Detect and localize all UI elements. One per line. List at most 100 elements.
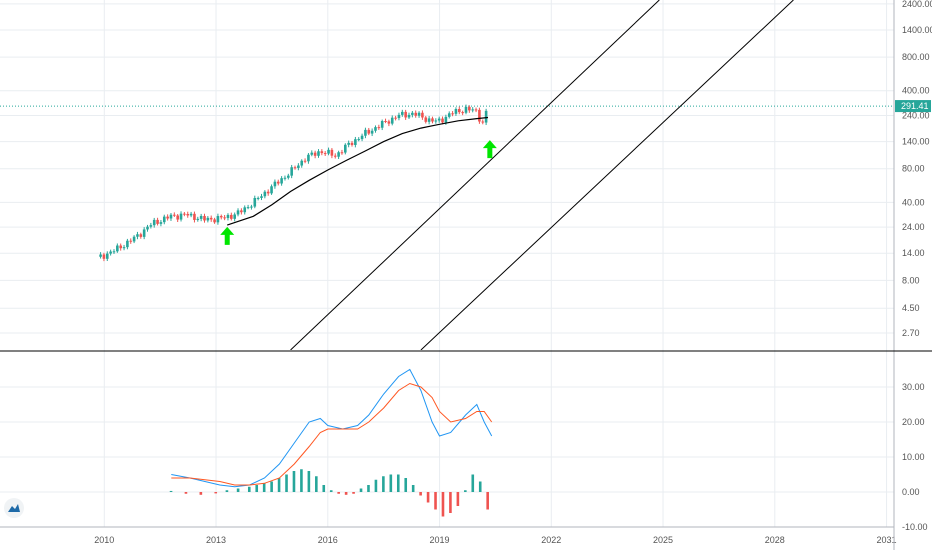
candle-body [370, 130, 374, 134]
candle-body [146, 226, 149, 230]
candle-body [139, 234, 143, 237]
logo-glyph [8, 504, 20, 512]
macd-histogram-bar [367, 485, 370, 492]
candle-body [169, 214, 173, 219]
candle-body [213, 219, 216, 223]
candle-body [233, 214, 236, 219]
candle-body [136, 234, 139, 237]
candle-body [132, 236, 136, 242]
candle-body [380, 120, 384, 128]
macd-histogram-bar [255, 485, 259, 492]
price-y-tick-label: 2.70 [902, 328, 920, 338]
tradingview-logo-icon[interactable] [4, 498, 24, 518]
x-tick-label: 2016 [318, 535, 338, 545]
candle-body [219, 216, 223, 218]
macd-histogram-bar [382, 476, 385, 492]
macd-histogram-bar [471, 474, 475, 492]
channel-lines[interactable] [290, 0, 794, 350]
macd-histogram-bar [236, 488, 240, 492]
candle-body [461, 112, 464, 114]
macd-histogram-bar [359, 488, 363, 492]
candle-body [364, 129, 367, 136]
candle-body [333, 155, 337, 157]
candle-body [323, 153, 327, 155]
candle-body [481, 121, 485, 123]
macd-histogram-bar [270, 481, 273, 492]
moving-average-path [227, 116, 489, 226]
candle-body [223, 217, 226, 219]
candle-body [270, 186, 273, 194]
candle-body [437, 118, 441, 121]
macd-histogram-bar [277, 478, 281, 492]
price-tag-label: 291.41 [901, 101, 929, 111]
candle-body [109, 251, 112, 254]
candle-body [230, 214, 233, 219]
price-y-tick-label: 40.00 [902, 197, 925, 207]
macd-histogram-bar [478, 481, 482, 492]
x-tick-label: 2028 [765, 535, 785, 545]
trend-channel-line[interactable] [420, 0, 794, 350]
candle-body [122, 247, 126, 249]
candle-body [350, 142, 354, 145]
macd-histogram-bar [352, 492, 355, 494]
macd-histogram-bar [464, 490, 467, 492]
moving-average-line [227, 116, 489, 226]
arrow-up-icon [482, 140, 497, 159]
candle-body [313, 152, 317, 156]
candle-body [484, 110, 488, 123]
candle-body [374, 127, 377, 131]
macd-histogram-bar [389, 474, 393, 492]
macd-y-tick-label: 30.00 [902, 382, 925, 392]
macd-histogram-bar [441, 492, 445, 517]
macd-histogram-bar [300, 469, 303, 492]
candle-body [307, 154, 310, 162]
candle-body [474, 109, 478, 111]
candle-body [105, 253, 109, 259]
candle-body [99, 254, 102, 257]
candle-body [340, 152, 344, 154]
candle-body [293, 167, 297, 169]
candle-body [290, 167, 293, 176]
macd-histogram-bar [396, 474, 400, 492]
x-tick-label: 2031 [877, 535, 897, 545]
arrow-up-icon [220, 226, 235, 245]
trend-channel-line[interactable] [290, 0, 660, 350]
macd-histogram-bar [411, 485, 415, 492]
candle-body [407, 114, 411, 118]
price-y-tick-label: 4.50 [902, 303, 920, 313]
macd-histogram-bar [292, 471, 296, 492]
candle-body [330, 149, 334, 156]
candle-body [394, 117, 397, 119]
candle-body [457, 109, 461, 113]
candle-body [354, 139, 357, 145]
candle-body [387, 121, 391, 124]
candle-body [189, 213, 193, 216]
candle-body [360, 135, 364, 140]
candle-body [112, 251, 116, 253]
macd-histogram-bar [329, 490, 333, 492]
candle-body [347, 142, 350, 145]
candle-body [344, 144, 347, 153]
candle-body [283, 177, 287, 179]
candle-body [179, 213, 183, 220]
macd-y-tick-label: -10.00 [902, 522, 928, 532]
candle-body [427, 118, 431, 122]
candle-body [126, 240, 129, 248]
candle-body [152, 219, 156, 226]
macd-histogram-bar [449, 492, 452, 513]
macd-histogram-bar [374, 479, 378, 492]
candle-body [102, 254, 106, 259]
macd-histogram-bar [315, 476, 318, 492]
macd-histogram-bar [199, 492, 203, 495]
candle-body [276, 181, 280, 184]
candle-body [243, 207, 247, 213]
candle-body [253, 198, 257, 207]
x-tick-label: 2013 [206, 535, 226, 545]
candle-body [404, 111, 407, 118]
candle-body [119, 245, 122, 249]
candle-body [149, 225, 153, 227]
candle-body [266, 191, 270, 194]
candle-body [193, 213, 196, 220]
price-y-tick-label: 140.00 [902, 137, 930, 147]
